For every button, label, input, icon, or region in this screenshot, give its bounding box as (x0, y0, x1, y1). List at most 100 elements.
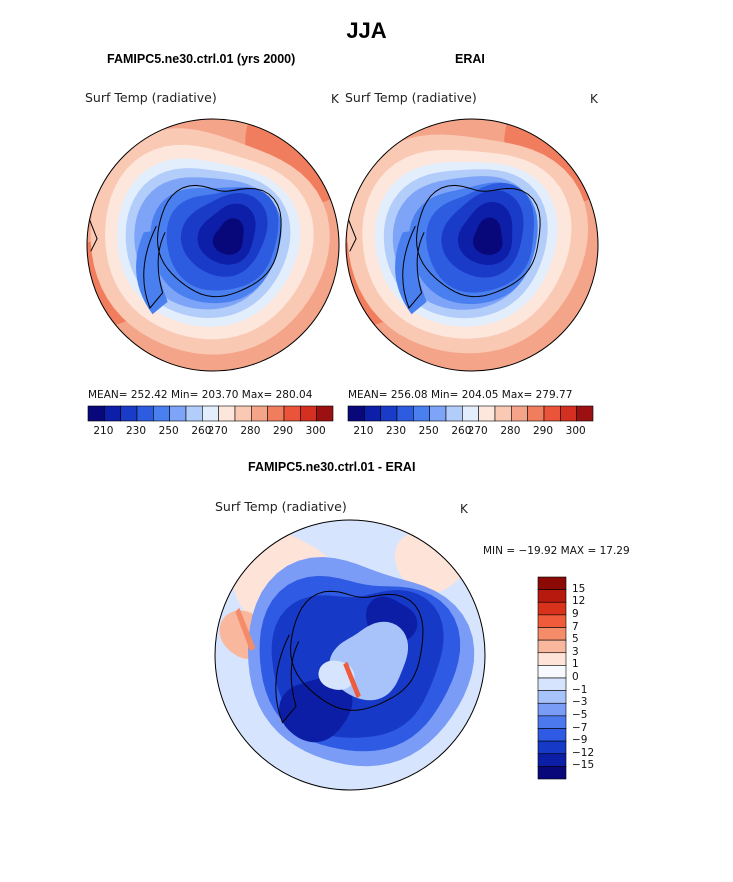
colorbar-obs-swatch (396, 405, 414, 422)
stats-obs: MEAN= 256.08 Min= 204.05 Max= 279.77 (348, 389, 573, 401)
colorbar-obs-swatch (560, 405, 577, 422)
colorbar-diff-swatch (537, 589, 567, 603)
polar-map-obs (346, 119, 598, 371)
colorbar-obs-swatch (462, 405, 479, 422)
colorbar-obs-swatch (347, 405, 365, 422)
south-america-coastline (89, 219, 98, 252)
colorbar-model-swatch (153, 405, 170, 422)
peninsula-band (395, 229, 427, 315)
map-boundary (86, 118, 340, 372)
south-america-coastline (348, 219, 357, 252)
cold-anomaly (279, 677, 353, 743)
colorbar-diff-swatch (537, 627, 567, 641)
warm-streak (343, 661, 361, 699)
colorbar-model-tick-label: 300 (305, 425, 326, 437)
colorbar-model-swatch (267, 405, 285, 422)
colorbar-model-tick-label: 210 (93, 425, 114, 437)
stats-model: MEAN= 252.42 Min= 203.70 Max= 280.04 (88, 389, 313, 401)
variable-label-diff: Surf Temp (radiative) (215, 499, 347, 514)
colorbar-model-swatch (234, 405, 252, 422)
colorbar-obs-swatch (380, 405, 398, 422)
warm-streak (235, 607, 256, 651)
peninsula-coastline (275, 634, 300, 724)
colorbar-diff-tick-label: 7 (572, 620, 579, 633)
colorbar-diff-swatch (537, 576, 567, 590)
colorbar-obs-swatch (543, 405, 561, 422)
antarctica-coastline (156, 184, 282, 298)
colorbar-diff-tick-label: 1 (572, 658, 579, 671)
colorbar-diff-tick-label: 12 (572, 595, 586, 608)
colorbar-model-tick-label: 250 (158, 425, 179, 437)
colorbar-model-swatch (136, 405, 154, 422)
colorbar-diff-tick-label: 5 (572, 633, 579, 646)
polar-map-model (87, 119, 339, 371)
colorbar-diff-tick-label: 3 (572, 645, 579, 658)
variable-label-model: Surf Temp (radiative) (85, 90, 217, 105)
colorbar-obs-tick-label: 210 (353, 425, 374, 437)
colorbar-model-swatch (316, 405, 334, 422)
colorbar-obs-tick-label: 230 (386, 425, 407, 437)
colorbar-diff-swatch (537, 740, 567, 755)
colorbar-obs-swatch (576, 405, 594, 422)
colorbar-obs-swatch (413, 405, 430, 422)
colorbar-obs-tick-label: 250 (418, 425, 439, 437)
peninsula-band (136, 229, 168, 315)
colorbar-model-tick-label: 280 (240, 425, 261, 437)
colorbar-diff-tick-label: 9 (572, 607, 579, 620)
colorbar-diff-swatch (537, 690, 567, 704)
colorbar-obs-swatch (429, 405, 447, 422)
colorbar-model-tick-label: 290 (273, 425, 294, 437)
colorbar-obs-tick-label: 300 (565, 425, 586, 437)
colorbar-model-swatch (104, 405, 121, 422)
colorbar-obs-swatch (478, 405, 496, 422)
colorbar-obs-tick-label: 290 (533, 425, 554, 437)
antarctica-coastline (290, 590, 424, 711)
peninsula-coastline (143, 225, 166, 309)
colorbar-obs-swatch (511, 405, 528, 422)
colorbar-diff-tick-label: −7 (572, 721, 588, 734)
stats-diff: MIN = −19.92 MAX = 17.29 (483, 545, 630, 557)
colorbar-model-swatch (120, 405, 138, 422)
panel-title-model: FAMIPC5.ne30.ctrl.01 (yrs 2000) (107, 52, 296, 66)
colorbar-model-tick-label: 260 (191, 425, 212, 437)
colorbar-model-swatch (251, 405, 268, 422)
colorbar-diff-swatch (537, 702, 567, 717)
cold-core (473, 217, 503, 255)
colorbar-diff-swatch (537, 753, 567, 767)
colorbar-model-swatch (218, 405, 236, 422)
season-title: JJA (346, 18, 387, 43)
colorbar-obs-tick-label: 270 (467, 425, 488, 437)
units-label-obs: K (590, 92, 598, 106)
colorbar-diff-tick-label: −12 (572, 746, 595, 759)
colorbar-model-swatch (87, 405, 105, 422)
antarctica-coastline (415, 184, 541, 298)
colorbar-model-tick-label: 230 (126, 425, 147, 437)
colorbar-diff-swatch (537, 665, 567, 679)
colorbar-model-swatch (202, 405, 219, 422)
peninsula-coastline (402, 225, 425, 309)
colorbar-obs-swatch (494, 405, 512, 422)
polar-map-diff (215, 520, 485, 790)
map-boundary (214, 519, 486, 791)
colorbar-diff-swatch (537, 639, 567, 654)
colorbar-diff-swatch (537, 601, 567, 616)
colorbar-obs-swatch (527, 405, 545, 422)
colorbar-obs-swatch (364, 405, 381, 422)
map-boundary (345, 118, 599, 372)
colorbar-model-swatch (283, 405, 301, 422)
colorbar-model-tick-label: 270 (207, 425, 228, 437)
colorbar-obs-tick-label: 260 (451, 425, 472, 437)
colorbar-obs-tick-label: 280 (500, 425, 521, 437)
cold-core (212, 218, 244, 255)
variable-label-obs: Surf Temp (radiative) (345, 90, 477, 105)
colorbar-model-swatch (169, 405, 187, 422)
colorbar-diff-tick-label: 0 (572, 671, 579, 683)
colorbar-diff-swatch (537, 652, 567, 666)
colorbar-diff-tick-label: 15 (572, 582, 586, 595)
colorbar-diff-swatch (537, 766, 567, 780)
colorbar-obs-swatch (445, 405, 463, 422)
colorbar-diff-swatch (537, 715, 567, 729)
colorbar-diff-swatch (537, 614, 567, 628)
units-label-model: K (331, 92, 339, 106)
